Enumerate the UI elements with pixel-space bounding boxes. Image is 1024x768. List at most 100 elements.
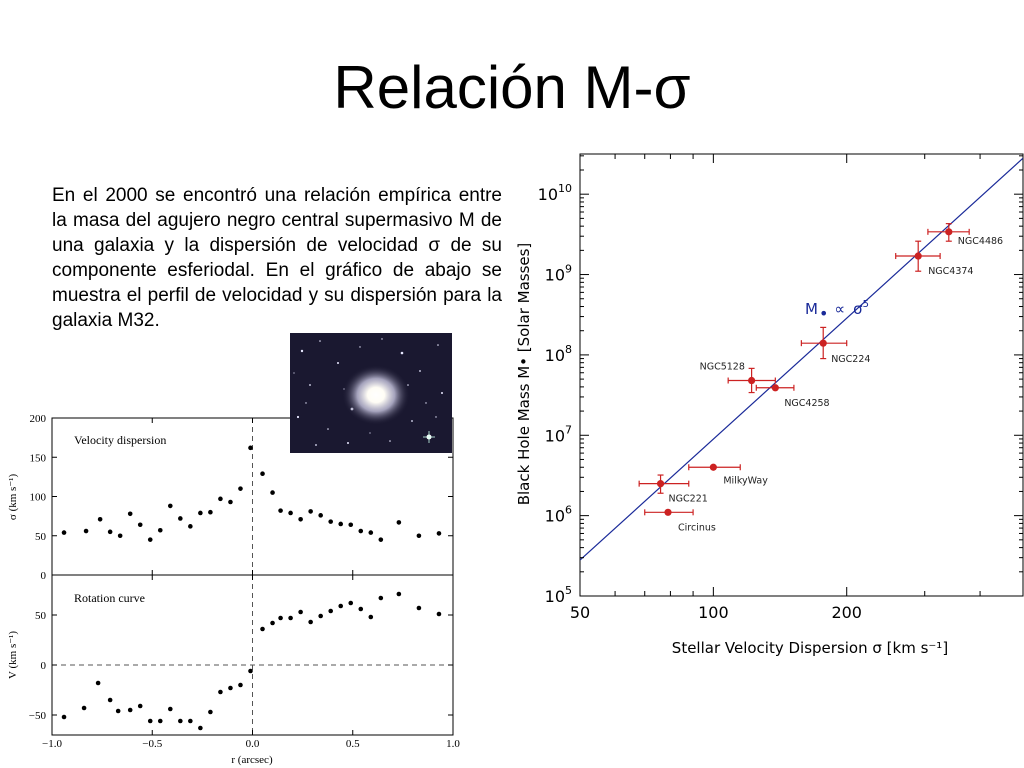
galaxy-point: NGC5128	[700, 362, 776, 394]
galaxy-label: NGC4486	[958, 236, 1003, 247]
rotation-point	[115, 708, 121, 714]
y-tick-label: 108	[545, 343, 572, 365]
m-sigma-relation-chart: 50 100 200 105 106 107 108 109 1010 Circinus NGC2…	[515, 153, 1024, 657]
galaxy-core	[342, 365, 410, 425]
m32-galaxy-photo	[290, 333, 452, 453]
dispersion-point	[218, 496, 223, 502]
rotation-point	[218, 689, 223, 695]
rotation-point	[270, 620, 275, 626]
dispersion-point	[83, 528, 89, 534]
m-sigma-y-axis-label: Black Hole Mass M• [Solar Masses]	[515, 243, 533, 506]
x-tick-label: 0.0	[246, 738, 260, 750]
dispersion-point	[288, 510, 293, 516]
dispersion-point	[167, 503, 173, 509]
dispersion-point	[260, 471, 265, 477]
galaxy-marker	[709, 463, 717, 471]
rotation-point	[368, 614, 374, 620]
relation-label: M• ∝ σ5	[805, 299, 869, 323]
galaxy-label: MilkyWay	[723, 475, 768, 486]
rotation-point	[248, 668, 253, 674]
rotation-point	[188, 718, 193, 724]
galaxy-label: NGC221	[669, 494, 708, 505]
rotation-point	[278, 615, 283, 621]
dispersion-point	[368, 530, 374, 535]
y-tick-label: −50	[29, 710, 47, 722]
galaxy-point: MilkyWay	[688, 463, 768, 486]
dispersion-point	[436, 531, 442, 536]
dispersion-point	[278, 508, 283, 513]
galaxy-label: NGC224	[831, 354, 870, 365]
slide-title: Relación M-σ	[333, 54, 691, 121]
y-tick-label: 50	[35, 610, 47, 622]
y-tick-label: 1010	[538, 182, 572, 204]
y-tick-label: 105	[545, 584, 572, 606]
dispersion-point	[238, 486, 243, 491]
x-tick-label: 200	[831, 603, 862, 622]
galaxy-point: NGC4258	[755, 384, 830, 409]
dispersion-point	[188, 524, 193, 529]
x-tick-label: 1.0	[446, 738, 460, 750]
y-tick-label: 107	[545, 423, 572, 445]
rotation-point	[107, 697, 113, 703]
y-tick-label: 0	[41, 570, 47, 582]
x-tick-label: 0.5	[346, 738, 360, 750]
rotation-point	[238, 682, 243, 688]
rotation-point	[208, 709, 213, 715]
dispersion-point	[97, 516, 103, 522]
m-sigma-x-axis-label: Stellar Velocity Dispersion σ [km s⁻¹]	[672, 639, 948, 657]
body-paragraph: En el 2000 se encontró una relación empí…	[52, 185, 502, 331]
rotation-point	[436, 611, 442, 617]
rotation-point	[260, 626, 265, 632]
rotation-point	[157, 718, 163, 724]
dispersion-point	[270, 490, 275, 495]
rotation-panel-title: Rotation curve	[74, 591, 145, 605]
galaxy-point: NGC4486	[927, 223, 1003, 247]
dispersion-panel-title: Velocity dispersion	[74, 433, 166, 447]
rotation-point	[228, 685, 233, 691]
m32-velocity-profile-chart: Velocity dispersion Rotation curve 0 50 10…	[7, 413, 460, 766]
dispersion-point	[328, 519, 333, 524]
dispersion-point	[396, 520, 402, 525]
dispersion-point	[348, 522, 354, 528]
dispersion-point	[198, 510, 203, 516]
galaxy-marker	[748, 376, 756, 385]
rotation-point	[328, 608, 333, 614]
y-tick-label: 0	[41, 660, 47, 672]
dispersion-point	[378, 537, 384, 542]
rotation-point	[416, 605, 422, 611]
rotation-point	[147, 718, 153, 724]
dispersion-point	[117, 533, 123, 539]
dispersion-point	[298, 516, 303, 522]
rotation-point	[298, 609, 303, 615]
m-sigma-plot-frame	[579, 153, 1024, 597]
galaxy-marker	[771, 384, 779, 392]
y-tick-label: 109	[545, 263, 572, 285]
rotation-point	[61, 714, 67, 720]
rotation-point	[318, 613, 323, 619]
galaxy-point: Circinus	[644, 508, 716, 533]
m-sigma-fit-line	[580, 157, 1023, 561]
galaxy-point: NGC221	[638, 474, 708, 505]
dispersion-point	[308, 509, 313, 514]
galaxy-label: NGC4258	[784, 398, 829, 409]
rotation-point	[396, 591, 402, 597]
rotation-point	[198, 725, 203, 731]
dispersion-point	[107, 529, 113, 535]
rotation-point	[167, 706, 173, 712]
rotation-point	[338, 603, 344, 609]
y-tick-label: 100	[30, 492, 47, 504]
x-tick-label: 100	[698, 603, 729, 622]
y-tick-label: 200	[30, 413, 47, 425]
dispersion-point	[228, 499, 233, 505]
x-tick-label: 50	[570, 603, 590, 622]
x-tick-label: −1.0	[42, 738, 62, 750]
dispersion-point	[127, 511, 133, 517]
rotation-point	[81, 705, 87, 711]
dispersion-point	[61, 530, 67, 535]
rotation-point	[358, 606, 364, 612]
dispersion-point	[147, 537, 153, 542]
dispersion-point	[157, 527, 163, 533]
dispersion-point	[248, 445, 253, 451]
galaxy-marker	[656, 480, 665, 488]
galaxy-marker	[664, 508, 672, 516]
